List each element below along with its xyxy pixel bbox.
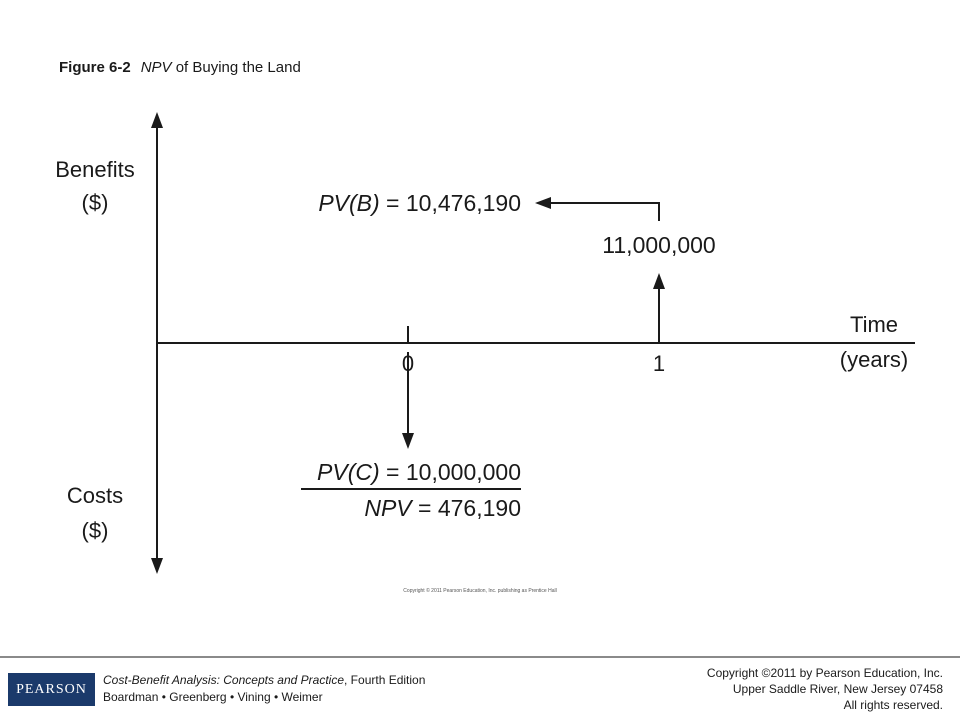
figure-title-npv: NPV	[140, 59, 172, 76]
benefits-unit-label: ($)	[82, 190, 109, 215]
npv-value: = 476,190	[412, 495, 521, 521]
figure-title-rest: of Buying the Land	[171, 59, 301, 76]
book-edition: , Fourth Edition	[344, 673, 426, 687]
pv-benefits-symbol: PV(B)	[318, 190, 379, 216]
pv-benefits-equation: PV(B) = 10,476,190	[318, 190, 521, 216]
copyright-line-1: Copyright ©2011 by Pearson Education, In…	[706, 666, 943, 680]
benefits-label: Benefits	[55, 157, 135, 182]
book-citation: Cost-Benefit Analysis: Concepts and Prac…	[103, 672, 425, 706]
costs-unit-label: ($)	[82, 518, 109, 543]
cost-arrowhead	[402, 433, 414, 449]
book-title-line: Cost-Benefit Analysis: Concepts and Prac…	[103, 672, 425, 689]
pv-costs-symbol: PV(C)	[317, 459, 380, 485]
npv-timeline-diagram: Benefits ($) Costs ($) Time (years) 0 1 …	[55, 112, 915, 594]
discount-arrow	[548, 202, 660, 221]
benefit-amount-label: 11,000,000	[602, 232, 715, 258]
benefit-arrowhead	[653, 273, 665, 289]
tick-label-0: 0	[402, 351, 414, 376]
npv-symbol: NPV	[364, 495, 414, 521]
figure-label: Figure 6-2	[59, 59, 131, 76]
copyright-notice: Copyright ©2011 by Pearson Education, In…	[707, 665, 943, 713]
book-authors: Boardman • Greenberg • Vining • Weimer	[103, 690, 323, 704]
pv-costs-equation: PV(C) = 10,000,000	[317, 459, 521, 485]
pv-benefits-value: = 10,476,190	[380, 190, 521, 216]
diagram-credit: Copyright © 2011 Pearson Education, Inc.…	[403, 587, 556, 594]
book-title: Cost-Benefit Analysis: Concepts and Prac…	[103, 673, 345, 687]
costs-label: Costs	[67, 483, 123, 508]
pearson-logo: PEARSON	[8, 673, 95, 706]
discount-arrowhead	[535, 197, 551, 209]
vertical-axis-top-arrowhead	[151, 112, 163, 128]
npv-equation: NPV = 476,190	[364, 495, 521, 521]
copyright-line-3: All rights reserved.	[843, 698, 943, 712]
footer-divider	[0, 656, 960, 658]
copyright-line-2: Upper Saddle River, New Jersey 07458	[732, 682, 943, 696]
time-axis-unit-label: (years)	[840, 347, 908, 372]
pv-costs-value: = 10,000,000	[380, 459, 521, 485]
time-axis-label: Time	[850, 312, 898, 337]
figure-caption: Figure 6-2 NPV of Buying the Land	[59, 59, 301, 76]
vertical-axis-bottom-arrowhead	[151, 558, 163, 574]
tick-label-1: 1	[653, 351, 665, 376]
